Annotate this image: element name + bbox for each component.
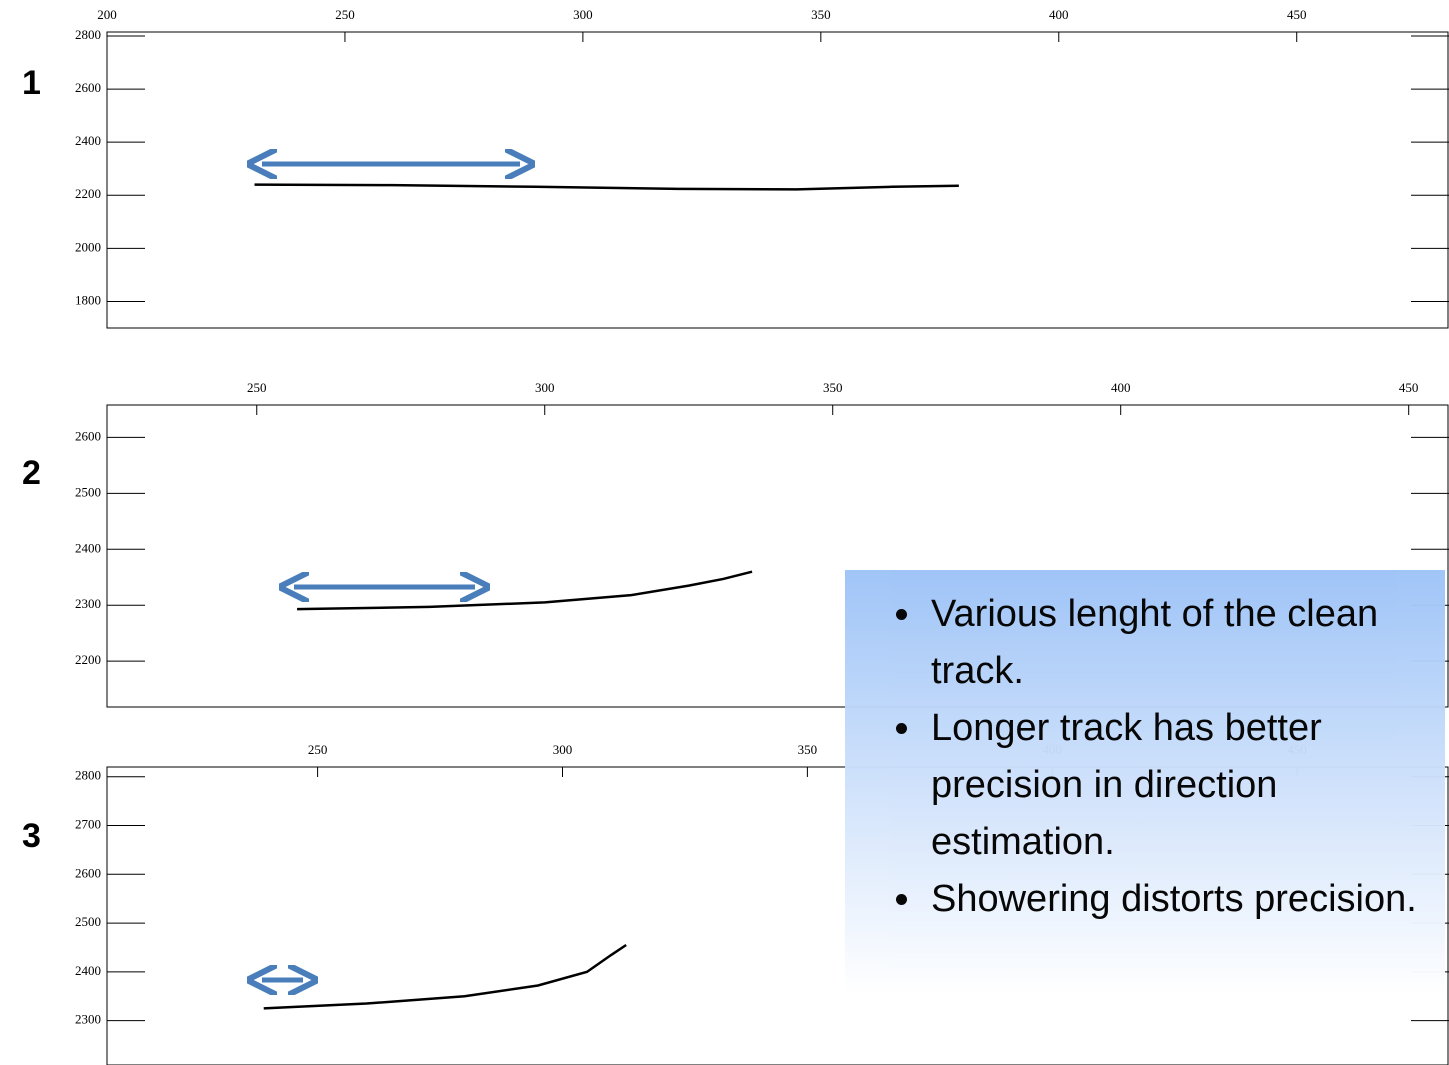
bullet: Longer track has better precision in dir… [925,700,1435,871]
panel-label: 1 [22,64,41,102]
x-tick-label: 250 [247,380,267,395]
plot-frame [107,32,1448,328]
text-box: Various lenght of the clean track. Longe… [845,570,1445,995]
y-tick-label: 2000 [75,239,101,254]
y-tick-label: 1800 [75,292,101,307]
y-tick-label: 2500 [75,914,101,929]
panel-label: 2 [22,454,41,492]
y-tick-label: 2600 [75,80,101,95]
y-tick-label: 2400 [75,963,101,978]
y-tick-label: 2600 [75,865,101,880]
y-tick-label: 2800 [75,27,101,42]
y-tick-label: 2200 [75,186,101,201]
track [297,572,752,609]
x-tick-label: 300 [573,7,593,22]
y-tick-label: 2400 [75,133,101,148]
x-tick-label: 200 [97,7,117,22]
x-tick-label: 300 [535,380,555,395]
y-tick-label: 2600 [75,428,101,443]
x-tick-label: 250 [308,742,328,757]
y-tick-label: 2700 [75,817,101,832]
x-tick-label: 350 [798,742,818,757]
x-tick-label: 400 [1111,380,1131,395]
x-tick-label: 400 [1049,7,1069,22]
track [264,945,626,1008]
panel-label: 3 [22,817,41,855]
y-tick-label: 2500 [75,484,101,499]
x-tick-label: 300 [553,742,573,757]
x-tick-label: 450 [1287,7,1307,22]
bullet: Various lenght of the clean track. [925,586,1435,700]
x-tick-label: 250 [335,7,355,22]
y-tick-label: 2400 [75,540,101,555]
x-tick-label: 350 [811,7,831,22]
x-tick-label: 350 [823,380,843,395]
track [255,185,959,190]
y-tick-label: 2300 [75,596,101,611]
bullet: Showering distorts precision. [925,871,1435,928]
y-tick-label: 2800 [75,768,101,783]
slide: {"chart_data": [ {"type": "line", "label… [0,0,1449,1065]
y-tick-label: 2200 [75,652,101,667]
x-tick-label: 450 [1399,380,1419,395]
y-tick-label: 2300 [75,1012,101,1027]
